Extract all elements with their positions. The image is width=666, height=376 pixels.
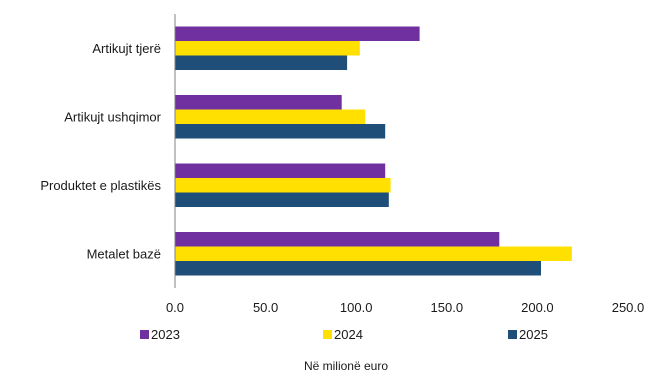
legend-label: 2025 (519, 327, 548, 342)
category-label: Metalet bazë (87, 246, 161, 261)
legend-swatch (323, 330, 332, 339)
bar-2024-2 (175, 109, 366, 124)
legend-swatch (508, 330, 517, 339)
legend: 2023 2024 2025 (140, 327, 548, 342)
bar-2023-3 (175, 163, 386, 178)
legend-item-2024: 2024 (323, 327, 363, 342)
bar-2024-4 (175, 246, 572, 261)
x-tick-label: 50.0 (253, 300, 278, 315)
x-tick-label: 0.0 (166, 300, 184, 315)
category-label: Produktet e plastikës (40, 178, 161, 193)
bar-2025-4 (175, 261, 541, 276)
x-axis-label: Në milionë euro (304, 359, 388, 373)
bar-2024-3 (175, 178, 391, 193)
x-tick-label: 150.0 (431, 300, 464, 315)
legend-item-2023: 2023 (140, 327, 180, 342)
category-label: Artikujt tjerë (92, 41, 161, 56)
x-tick-label: 100.0 (340, 300, 373, 315)
bar-2025-1 (175, 55, 348, 70)
category-label: Artikujt ushqimor (64, 109, 161, 124)
bar-2024-1 (175, 41, 360, 56)
legend-label: 2024 (334, 327, 363, 342)
bar-2023-4 (175, 232, 500, 247)
bar-2023-1 (175, 26, 420, 41)
x-tick-label: 200.0 (521, 300, 554, 315)
legend-label: 2023 (151, 327, 180, 342)
legend-item-2025: 2025 (508, 327, 548, 342)
bar-2023-2 (175, 95, 342, 110)
bar-2025-3 (175, 192, 389, 207)
category-labels: Artikujt tjerë Artikujt ushqimor Produktet… (40, 41, 161, 261)
x-tick-label: 250.0 (612, 300, 645, 315)
legend-swatch (140, 330, 149, 339)
bars-group (175, 26, 572, 276)
bar-2025-2 (175, 124, 386, 139)
x-tick-labels: 0.0 50.0 100.0 150.0 200.0 250.0 (166, 300, 644, 315)
